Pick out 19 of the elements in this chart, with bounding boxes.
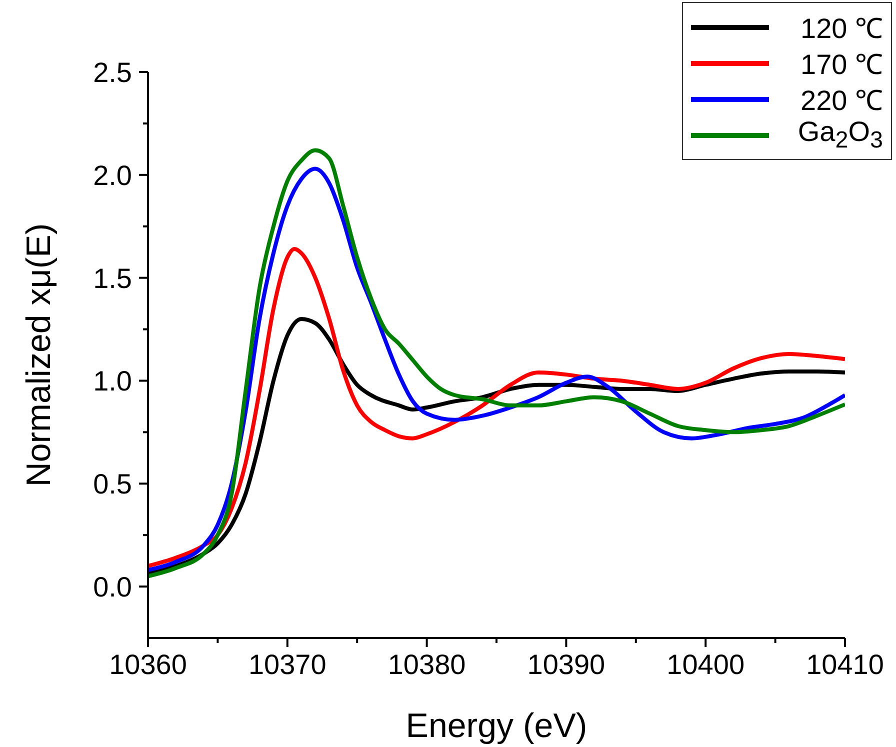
legend-label: 220 ℃: [800, 84, 883, 118]
x-tick-label: 10410: [806, 649, 884, 680]
y-tick-label: 1.0: [93, 366, 132, 397]
legend-label: 170 ℃: [800, 48, 883, 82]
x-axis-title: Energy (eV): [406, 707, 588, 745]
y-axis-title: Normalized xμ(E): [20, 223, 58, 487]
y-tick-label: 0.0: [93, 572, 132, 603]
y-tick-label: 1.5: [93, 262, 132, 294]
x-tick-label: 10390: [527, 649, 606, 680]
x-tick-label: 10380: [388, 649, 466, 680]
legend-label: Ga$_{2}$O$_{3}$: [796, 116, 883, 154]
legend-label: 120 ℃: [800, 12, 883, 46]
line-series: [148, 247, 845, 568]
x-tick-label: 10360: [109, 649, 187, 680]
y-tick-label: 0.5: [93, 468, 132, 500]
x-tick-label: 10370: [248, 649, 326, 680]
y-tick-label: 2.0: [93, 160, 132, 191]
y-tick-label: 2.5: [93, 57, 132, 88]
x-tick-label: 10400: [666, 649, 745, 680]
